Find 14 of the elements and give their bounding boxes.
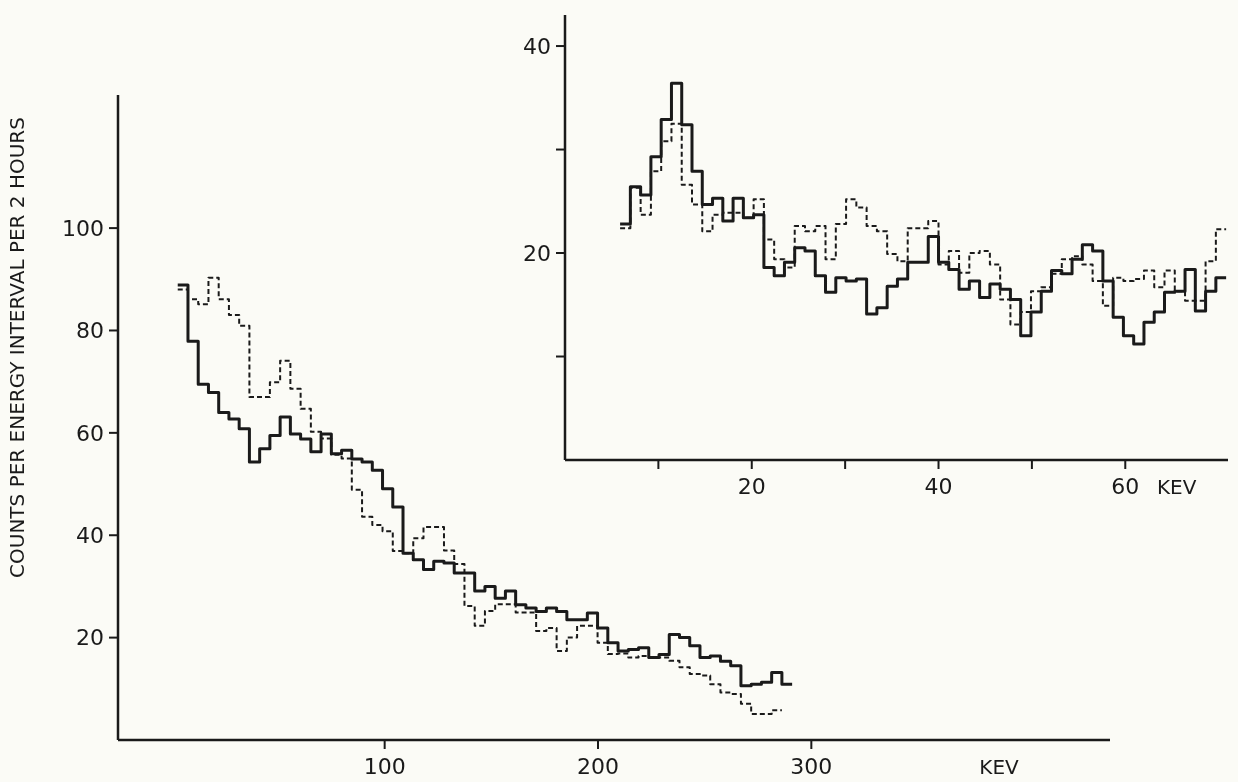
y-tick-label: 100	[62, 215, 104, 241]
x-tick-label: 300	[790, 754, 833, 779]
y-tick-label: 40	[76, 522, 104, 548]
x-tick-label: 200	[577, 754, 619, 779]
x-tick-label: 20	[737, 474, 766, 499]
x-tick-label: 40	[924, 474, 953, 499]
x-tick-label: 100	[363, 754, 406, 779]
y-tick-label: 80	[76, 318, 104, 344]
x-tick-label: 60	[1111, 474, 1140, 499]
x-axis-title: KEV	[979, 755, 1020, 779]
y-axis-title: COUNTS PER ENERGY INTERVAL PER 2 HOURS	[5, 117, 29, 578]
y-tick-label: 60	[76, 420, 104, 446]
y-tick-label: 20	[76, 625, 104, 651]
x-axis-title: KEV	[1156, 475, 1197, 499]
